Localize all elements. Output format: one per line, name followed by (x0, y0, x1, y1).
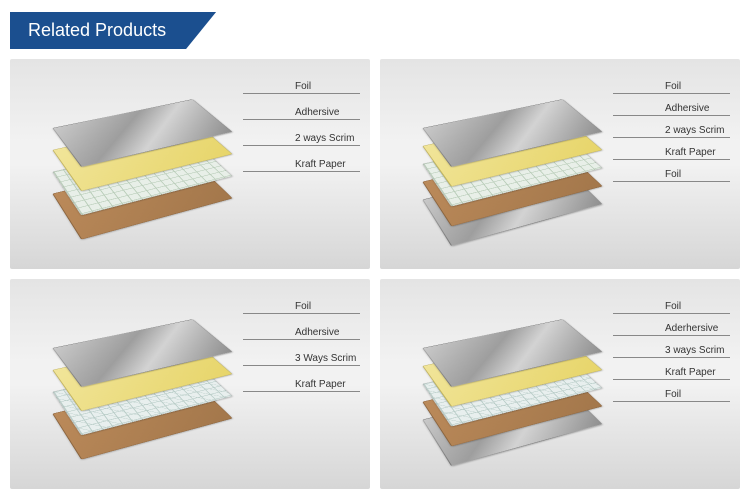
product-panel: Foil Adhersive 2 ways Scrim Kraft Paper Foil (380, 59, 740, 269)
layer-label: Kraft Paper (635, 367, 730, 380)
layer-label: Adhersive (265, 327, 360, 340)
layer-label: Adhersive (265, 107, 360, 120)
layer-stage (392, 84, 602, 239)
layer-label: Foil (635, 301, 730, 314)
layer-labels: Foil Aderhersive 3 ways Scrim Kraft Paper Fo… (635, 301, 730, 402)
layer-stage (22, 304, 232, 459)
layer-label: 3 Ways Scrim (265, 353, 360, 366)
layer-label: Foil (635, 81, 730, 94)
layer-label: Foil (265, 81, 360, 94)
layer-labels: Foil Adhersive 2 ways Scrim Kraft Paper Foil (635, 81, 730, 182)
layer-label: Foil (635, 389, 730, 402)
layer-stage (392, 304, 602, 459)
layer-label: Adhersive (635, 103, 730, 116)
product-panel: Foil Adhersive 3 Ways Scrim Kraft Paper (10, 279, 370, 489)
layer-label: Foil (265, 301, 360, 314)
layer-labels: Foil Adhersive 3 Ways Scrim Kraft Paper (265, 301, 360, 392)
header-wrap: Related Products (0, 0, 750, 49)
layer-label: 2 ways Scrim (635, 125, 730, 138)
layer-label: Kraft Paper (265, 379, 360, 392)
header-title: Related Products (10, 12, 216, 49)
layer-label: 2 ways Scrim (265, 133, 360, 146)
layer-label: Kraft Paper (635, 147, 730, 160)
layer-stage (22, 84, 232, 239)
layer-label: Foil (635, 169, 730, 182)
layer-labels: Foil Adhersive 2 ways Scrim Kraft Paper (265, 81, 360, 172)
products-grid: FoilAdhersive2 ways ScrimKraft PaperFoil… (0, 49, 750, 499)
layer-label: Aderhersive (635, 323, 730, 336)
product-panel: Foil Adhersive 2 ways Scrim Kraft Paper (10, 59, 370, 269)
layer-label: 3 ways Scrim (635, 345, 730, 358)
layer-label: Kraft Paper (265, 159, 360, 172)
product-panel: Foil Aderhersive 3 ways Scrim Kraft Paper Fo… (380, 279, 740, 489)
